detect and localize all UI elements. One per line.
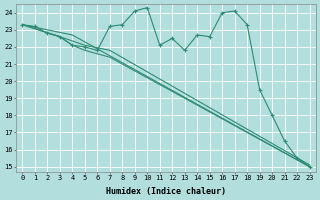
- X-axis label: Humidex (Indice chaleur): Humidex (Indice chaleur): [106, 187, 226, 196]
